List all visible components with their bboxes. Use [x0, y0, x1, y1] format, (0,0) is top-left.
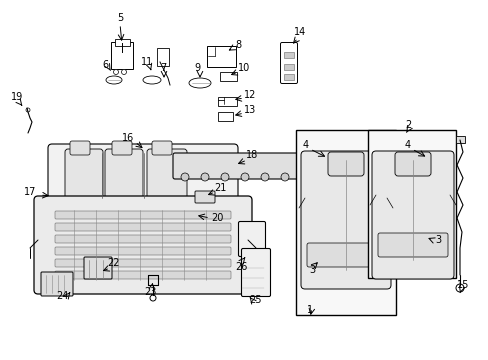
Text: 19: 19 [11, 92, 23, 102]
Text: 26: 26 [234, 262, 246, 272]
FancyBboxPatch shape [55, 223, 230, 231]
Text: 13: 13 [244, 105, 256, 115]
FancyBboxPatch shape [307, 149, 333, 185]
Bar [367, 130, 455, 278]
FancyBboxPatch shape [371, 151, 453, 279]
FancyBboxPatch shape [217, 96, 236, 105]
FancyBboxPatch shape [195, 191, 215, 203]
FancyBboxPatch shape [114, 39, 129, 45]
Circle shape [121, 69, 126, 75]
FancyBboxPatch shape [41, 272, 73, 296]
Text: 5: 5 [117, 13, 123, 23]
FancyBboxPatch shape [238, 221, 265, 256]
Circle shape [201, 173, 208, 181]
Circle shape [26, 108, 30, 112]
FancyBboxPatch shape [280, 42, 297, 84]
FancyBboxPatch shape [283, 52, 294, 58]
Text: 20: 20 [210, 213, 223, 223]
Text: 1: 1 [306, 305, 312, 315]
FancyBboxPatch shape [105, 149, 142, 200]
Text: 24: 24 [56, 291, 68, 301]
FancyBboxPatch shape [241, 248, 270, 297]
Circle shape [150, 295, 156, 301]
FancyBboxPatch shape [219, 72, 236, 81]
Text: 12: 12 [244, 90, 256, 100]
Text: 9: 9 [194, 63, 200, 73]
FancyBboxPatch shape [306, 243, 384, 267]
Text: 17: 17 [24, 187, 36, 197]
Text: 3: 3 [434, 235, 440, 245]
Circle shape [113, 69, 118, 75]
Text: 6: 6 [102, 60, 108, 70]
FancyBboxPatch shape [55, 211, 230, 219]
Ellipse shape [106, 76, 122, 84]
Text: 8: 8 [234, 40, 241, 50]
FancyBboxPatch shape [301, 151, 390, 289]
Text: 4: 4 [303, 140, 308, 150]
FancyBboxPatch shape [394, 152, 430, 176]
Circle shape [317, 178, 324, 184]
FancyBboxPatch shape [112, 141, 132, 155]
FancyBboxPatch shape [147, 149, 186, 200]
Text: 4: 4 [404, 140, 410, 150]
FancyBboxPatch shape [111, 42, 133, 69]
Text: 22: 22 [106, 258, 119, 268]
Text: 18: 18 [245, 150, 258, 160]
FancyBboxPatch shape [327, 152, 363, 176]
FancyBboxPatch shape [283, 64, 294, 70]
FancyBboxPatch shape [206, 45, 235, 67]
FancyBboxPatch shape [217, 112, 232, 121]
Text: 21: 21 [213, 183, 226, 193]
Circle shape [221, 173, 228, 181]
FancyBboxPatch shape [173, 153, 311, 179]
Bar [295, 130, 395, 315]
Text: 2: 2 [404, 120, 410, 130]
Circle shape [317, 167, 324, 173]
FancyBboxPatch shape [377, 233, 447, 257]
Circle shape [281, 173, 288, 181]
Text: 23: 23 [143, 287, 156, 297]
Text: 11: 11 [141, 57, 153, 67]
FancyBboxPatch shape [55, 247, 230, 255]
Text: 3: 3 [308, 265, 314, 275]
Circle shape [261, 173, 268, 181]
FancyBboxPatch shape [55, 235, 230, 243]
FancyBboxPatch shape [55, 259, 230, 267]
FancyBboxPatch shape [55, 271, 230, 279]
FancyBboxPatch shape [152, 141, 172, 155]
Ellipse shape [189, 78, 210, 88]
Text: 15: 15 [456, 280, 468, 290]
Ellipse shape [142, 76, 161, 84]
Text: 16: 16 [122, 133, 134, 143]
FancyBboxPatch shape [65, 149, 103, 200]
FancyBboxPatch shape [157, 48, 169, 66]
Circle shape [181, 173, 189, 181]
FancyBboxPatch shape [283, 74, 294, 80]
Circle shape [455, 284, 463, 292]
Text: 7: 7 [160, 63, 166, 73]
FancyBboxPatch shape [48, 144, 238, 207]
Text: 10: 10 [237, 63, 250, 73]
Text: 14: 14 [293, 27, 305, 37]
FancyBboxPatch shape [84, 257, 112, 279]
Circle shape [241, 173, 248, 181]
FancyBboxPatch shape [70, 141, 90, 155]
Text: 25: 25 [249, 295, 262, 305]
FancyBboxPatch shape [34, 196, 251, 294]
FancyBboxPatch shape [454, 135, 464, 143]
